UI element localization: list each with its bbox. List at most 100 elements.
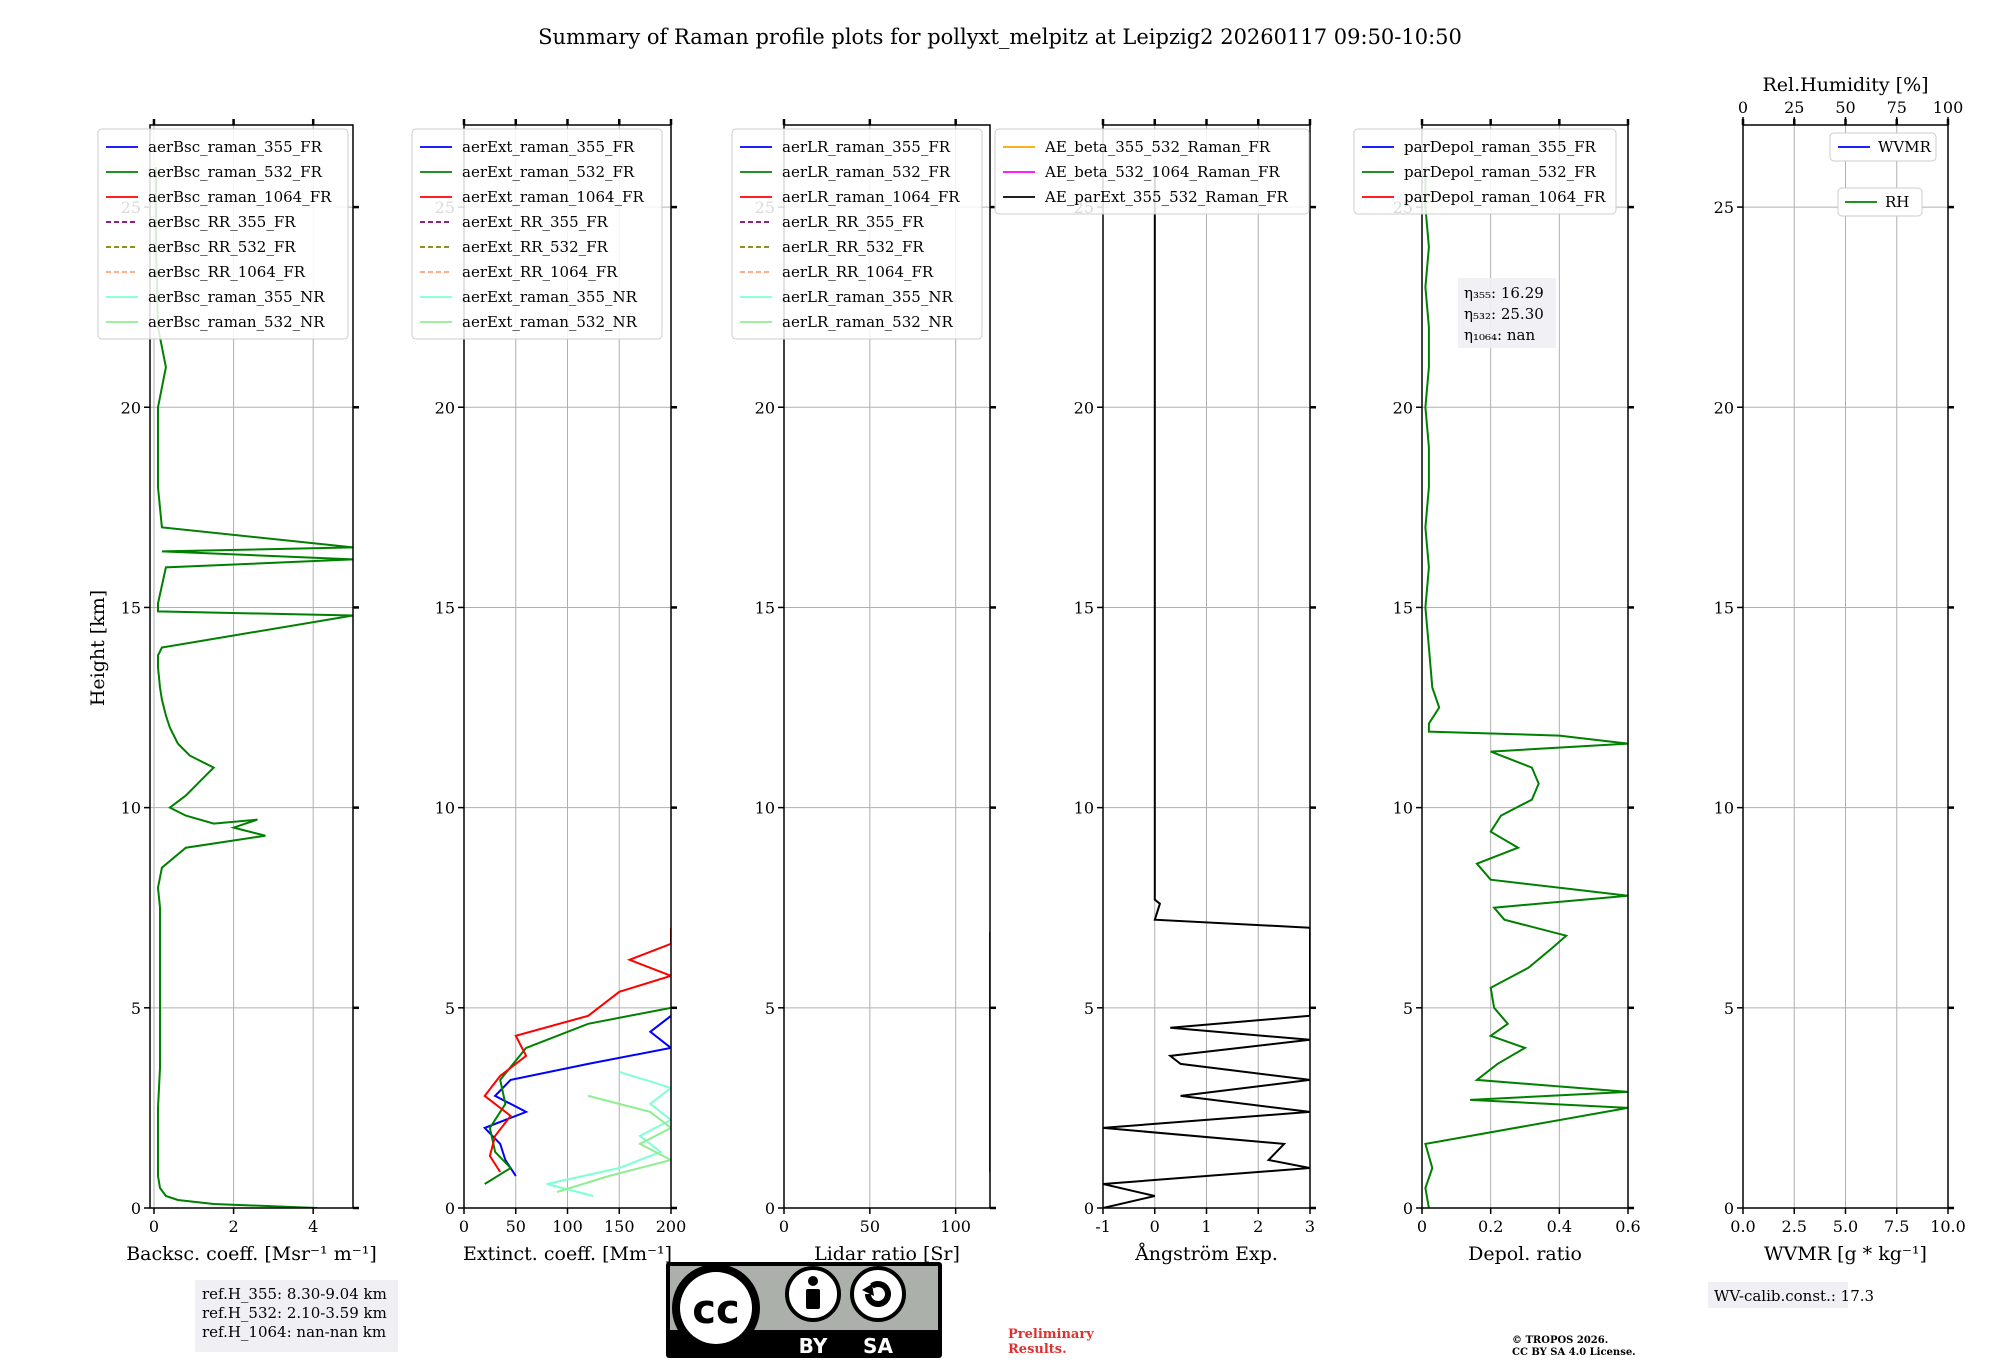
legend-entry: parDepol_raman_532_FR bbox=[1404, 163, 1597, 181]
y-tick-label: 15 bbox=[121, 598, 141, 617]
y-tick-label: 20 bbox=[1714, 398, 1734, 417]
legend-entry: aerLR_RR_532_FR bbox=[782, 238, 924, 256]
y-tick-label: 0 bbox=[1403, 1199, 1413, 1218]
eta-annotation: η₁₀₆₄: nan bbox=[1464, 326, 1535, 344]
top-x-tick-label: 25 bbox=[1784, 98, 1804, 117]
top-x-tick-label: 50 bbox=[1835, 98, 1855, 117]
x-tick-label: 200 bbox=[656, 1217, 687, 1236]
x-tick-label: 0 bbox=[1150, 1217, 1160, 1236]
top-x-tick-label: 0 bbox=[1738, 98, 1748, 117]
x-tick-label: 150 bbox=[604, 1217, 635, 1236]
license-by-label: BY bbox=[799, 1334, 828, 1358]
preliminary-results-line1: Preliminary bbox=[1008, 1327, 1094, 1342]
series-aerExt_raman_355_NR bbox=[546, 1070, 671, 1197]
y-tick-label: 10 bbox=[1393, 799, 1413, 818]
legend-entry: aerLR_RR_1064_FR bbox=[782, 263, 934, 281]
series-aerExt_raman_532_NR bbox=[556, 1094, 671, 1193]
wv-calib-annotation: WV-calib.const.: 17.3 bbox=[1708, 1282, 1874, 1308]
ref-height-1064: ref.H_1064: nan-nan km bbox=[202, 1323, 386, 1341]
x-tick-label: 0 bbox=[459, 1217, 469, 1236]
x-tick-label: 0.6 bbox=[1615, 1217, 1640, 1236]
legend-box bbox=[731, 128, 983, 340]
y-tick-label: 10 bbox=[435, 799, 455, 818]
y-tick-label: 0 bbox=[1084, 1199, 1094, 1218]
axes-frame bbox=[149, 124, 354, 1209]
x-axis-label: Depol. ratio bbox=[1468, 1243, 1582, 1265]
legend-entry: aerExt_RR_355_FR bbox=[462, 213, 609, 231]
y-tick-label: 5 bbox=[131, 999, 141, 1018]
y-tick-label: 0 bbox=[1724, 1199, 1734, 1218]
x-tick-label: 2 bbox=[1253, 1217, 1263, 1236]
legend-entry: aerBsc_RR_355_FR bbox=[148, 213, 296, 231]
series-aerExt_raman_532_FR bbox=[484, 1006, 671, 1185]
y-tick-label: 15 bbox=[1714, 598, 1734, 617]
ref-height-532: ref.H_532: 2.10-3.59 km bbox=[202, 1304, 387, 1322]
series-parDepol_raman_532_FR bbox=[1424, 167, 1628, 1208]
legend-entry: aerExt_raman_355_FR bbox=[462, 138, 635, 156]
legend-entry: WVMR bbox=[1878, 138, 1932, 156]
license-sa-label: SA bbox=[863, 1334, 893, 1358]
top-x-tick-label: 100 bbox=[1933, 98, 1964, 117]
eta-annotation: η₃₅₅: 16.29 bbox=[1464, 284, 1544, 302]
ref-height-355: ref.H_355: 8.30-9.04 km bbox=[202, 1285, 387, 1303]
y-tick-label: 5 bbox=[1403, 999, 1413, 1018]
x-tick-label: 7.5 bbox=[1884, 1217, 1909, 1236]
legend-entry: aerBsc_raman_532_NR bbox=[148, 313, 325, 331]
x-axis-label: WVMR [g * kg⁻¹] bbox=[1764, 1243, 1927, 1265]
x-tick-label: 0 bbox=[779, 1217, 789, 1236]
legend-entry: aerBsc_RR_1064_FR bbox=[148, 263, 306, 281]
legend-entry: aerExt_RR_1064_FR bbox=[462, 263, 618, 281]
y-tick-label: 25 bbox=[1714, 198, 1734, 217]
legend-entry: parDepol_raman_1064_FR bbox=[1404, 188, 1606, 206]
legend-box bbox=[994, 128, 1310, 215]
legend-entry: aerBsc_raman_355_FR bbox=[148, 138, 323, 156]
x-tick-label: 2 bbox=[228, 1217, 238, 1236]
legend-box-wvmr bbox=[1829, 132, 1937, 162]
preliminary-results-line2: Results. bbox=[1008, 1342, 1067, 1357]
cc-icon-label: cc bbox=[692, 1287, 739, 1333]
x-axis-label: Extinct. coeff. [Mm⁻¹] bbox=[463, 1243, 672, 1265]
eta-box bbox=[1458, 278, 1556, 348]
y-tick-label: 5 bbox=[1084, 999, 1094, 1018]
x-tick-label: 0 bbox=[1417, 1217, 1427, 1236]
legend-entry: aerExt_RR_532_FR bbox=[462, 238, 609, 256]
x-tick-label: 100 bbox=[552, 1217, 583, 1236]
series-aerExt_raman_355_FR bbox=[482, 1015, 671, 1177]
legend-entry: aerExt_raman_1064_FR bbox=[462, 188, 644, 206]
legend-entry: aerLR_RR_355_FR bbox=[782, 213, 924, 231]
x-tick-label: 4 bbox=[308, 1217, 318, 1236]
x-axis-label: Ångström Exp. bbox=[1134, 1243, 1278, 1265]
x-tick-label: 50 bbox=[860, 1217, 880, 1236]
subplot-ext: 0510152025050100150200Extinct. coeff. [M… bbox=[411, 119, 687, 1265]
legend-entry: aerBsc_raman_355_NR bbox=[148, 288, 325, 306]
legend-entry: aerLR_raman_532_NR bbox=[782, 313, 953, 331]
legend-entry: aerLR_raman_1064_FR bbox=[782, 188, 960, 206]
series-aerExt_raman_1064_FR bbox=[483, 927, 671, 1173]
y-tick-label: 10 bbox=[1074, 799, 1094, 818]
y-tick-label: 5 bbox=[765, 999, 775, 1018]
x-tick-label: 2.5 bbox=[1782, 1217, 1807, 1236]
legend-entry: aerLR_raman_355_NR bbox=[782, 288, 953, 306]
subplot-bsc: 0510152025024Backsc. coeff. [Msr⁻¹ m⁻¹]a… bbox=[97, 119, 377, 1265]
legend-entry: aerExt_raman_532_FR bbox=[462, 163, 635, 181]
legend-entry: parDepol_raman_355_FR bbox=[1404, 138, 1597, 156]
y-tick-label: 20 bbox=[1393, 398, 1413, 417]
legend-entry: RH bbox=[1885, 193, 1909, 211]
top-x-tick-label: 75 bbox=[1887, 98, 1907, 117]
legend-entry: aerExt_raman_532_NR bbox=[462, 313, 638, 331]
axes-frame bbox=[783, 124, 991, 1209]
y-tick-label: 5 bbox=[1724, 999, 1734, 1018]
ref-height-annotation: ref.H_355: 8.30-9.04 km ref.H_532: 2.10-… bbox=[195, 1280, 398, 1352]
y-tick-label: 15 bbox=[1074, 598, 1094, 617]
legend-entry: AE_parExt_355_532_Raman_FR bbox=[1044, 188, 1289, 206]
legend-entry: aerBsc_raman_1064_FR bbox=[148, 188, 332, 206]
x-tick-label: 0.0 bbox=[1730, 1217, 1755, 1236]
axes-frame bbox=[1421, 124, 1629, 1209]
y-tick-label: 20 bbox=[755, 398, 775, 417]
y-tick-label: 10 bbox=[121, 799, 141, 818]
x-tick-label: 10.0 bbox=[1930, 1217, 1966, 1236]
x-tick-label: 3 bbox=[1305, 1217, 1315, 1236]
copyright-line2: CC BY SA 4.0 License. bbox=[1512, 1347, 1636, 1358]
